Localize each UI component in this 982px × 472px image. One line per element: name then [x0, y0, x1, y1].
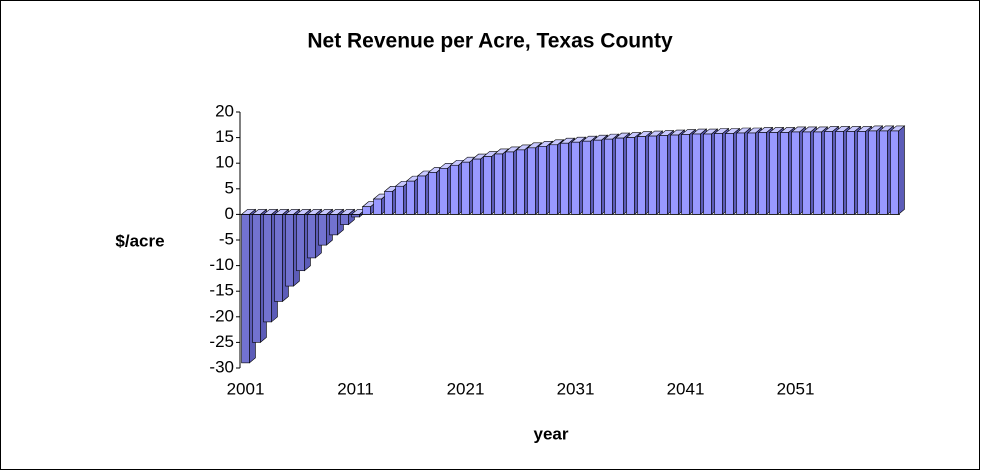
x-tick-label: 2021: [447, 379, 485, 398]
bar: [417, 175, 426, 215]
bar: [648, 135, 657, 215]
bar: [494, 153, 503, 215]
bar: [824, 131, 833, 215]
y-tick-label: -25: [209, 332, 234, 351]
bar: [252, 214, 261, 343]
bar: [395, 185, 404, 215]
y-tick-label: -30: [209, 357, 234, 376]
x-tick-label: 2001: [227, 379, 265, 398]
bar: [670, 134, 679, 215]
bar: [307, 214, 316, 259]
y-tick-label: 20: [215, 101, 234, 120]
bar: [560, 142, 569, 215]
bar: [527, 147, 536, 215]
y-axis-title: $/acre: [115, 231, 164, 250]
y-tick-label: -5: [219, 229, 234, 248]
x-tick-label: 2041: [667, 379, 705, 398]
bar: [857, 131, 866, 215]
bar: [318, 214, 327, 246]
bar: [241, 214, 250, 364]
bar: [384, 191, 393, 215]
bar: [615, 137, 624, 215]
y-tick-label: 0: [225, 204, 234, 223]
bar: [659, 135, 668, 215]
bar: [780, 132, 789, 215]
bar: [604, 138, 613, 215]
bar: [428, 172, 437, 215]
bar: [626, 137, 635, 215]
bar: [461, 161, 470, 215]
bar: [362, 206, 371, 215]
bar: [263, 214, 272, 323]
bar: [439, 168, 448, 215]
y-tick-label: -20: [209, 306, 234, 325]
bar: [769, 132, 778, 215]
bar: [549, 144, 558, 215]
x-axis-title: year: [534, 424, 569, 443]
bar: [373, 198, 382, 215]
y-tick-label: 15: [215, 127, 234, 146]
bar: [571, 141, 580, 215]
bar: [681, 134, 690, 215]
bar: [593, 139, 602, 215]
bar: [285, 214, 294, 287]
bar: [516, 149, 525, 215]
bar: [637, 136, 646, 215]
bar: [758, 132, 767, 215]
x-tick-label: 2011: [337, 379, 374, 398]
bar: [791, 131, 800, 215]
bar: [582, 140, 591, 215]
bar: [296, 214, 305, 272]
bar: [725, 133, 734, 215]
bar: [813, 131, 822, 215]
bar: [846, 131, 855, 215]
chart-title: Net Revenue per Acre, Texas County: [307, 30, 673, 53]
bar: [747, 132, 756, 215]
bar: [472, 158, 481, 215]
x-tick-label: 2031: [557, 379, 595, 398]
bar: [538, 146, 547, 215]
bar-side: [898, 125, 905, 216]
bar: [274, 214, 283, 302]
bar: [890, 130, 899, 215]
bar: [835, 131, 844, 215]
bar: [483, 156, 492, 215]
y-tick-label: 5: [225, 178, 234, 197]
bar: [505, 151, 514, 215]
bar: [406, 180, 415, 215]
bar: [692, 133, 701, 215]
bar: [329, 214, 338, 236]
x-tick-label: 2051: [777, 379, 815, 398]
bar: [736, 132, 745, 215]
bar: [802, 131, 811, 215]
bar: [340, 214, 349, 225]
y-tick-label: 10: [215, 153, 234, 172]
y-tick-label: -10: [209, 255, 234, 274]
bar: [450, 164, 459, 215]
bar: [879, 130, 888, 215]
bar: [703, 133, 712, 215]
y-tick-label: -15: [209, 281, 234, 300]
bar: [714, 133, 723, 215]
bar: [868, 130, 877, 215]
